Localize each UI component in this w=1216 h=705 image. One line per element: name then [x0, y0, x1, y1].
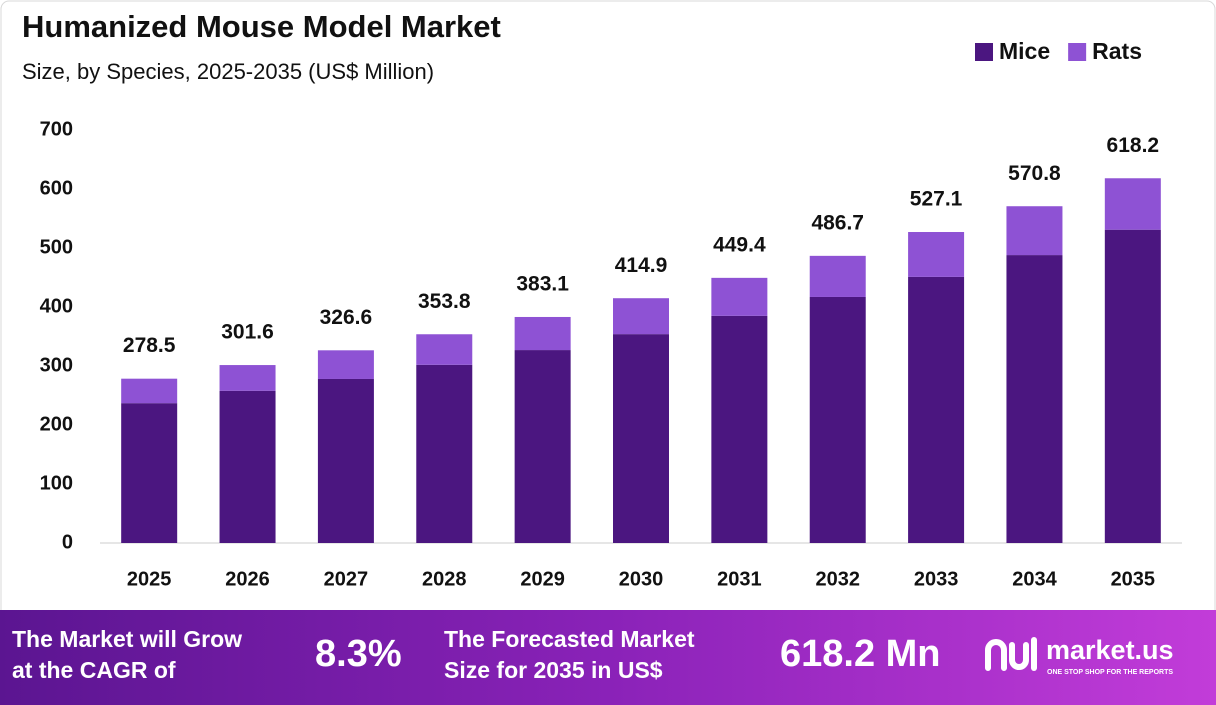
- total-label: 383.1: [516, 273, 569, 296]
- x-tick-label: 2028: [422, 568, 467, 590]
- footer-text: at the CAGR of: [12, 657, 176, 683]
- x-tick-label: 2032: [815, 568, 860, 590]
- bar-segment: [908, 276, 965, 543]
- bar-segment: [416, 364, 473, 543]
- y-tick-label: 0: [62, 531, 73, 553]
- x-tick-label: 2029: [520, 568, 565, 590]
- bar-segment: [514, 316, 571, 351]
- x-tick-label: 2035: [1111, 568, 1156, 590]
- bar-segment: [1104, 178, 1161, 230]
- total-label: 570.8: [1008, 162, 1061, 185]
- x-tick-label: 2026: [225, 568, 270, 590]
- footer-value: 618.2 Mn: [780, 633, 941, 675]
- total-label: 618.2: [1107, 134, 1160, 157]
- bar-segment: [1006, 255, 1063, 543]
- bar-segment: [317, 350, 374, 379]
- legend-swatch: [975, 43, 993, 61]
- bar-segment: [711, 315, 768, 543]
- y-tick-label: 700: [40, 118, 73, 140]
- bar-segment: [711, 277, 768, 316]
- y-tick-label: 300: [40, 354, 73, 376]
- brand-tagline: ONE STOP SHOP FOR THE REPORTS: [1047, 669, 1173, 676]
- total-label: 353.8: [418, 290, 471, 313]
- total-label: 449.4: [713, 233, 766, 256]
- x-tick-label: 2027: [324, 568, 369, 590]
- y-tick-label: 500: [40, 236, 73, 258]
- total-label: 278.5: [123, 334, 176, 357]
- bar-segment: [613, 334, 669, 543]
- bar-segment: [317, 378, 374, 543]
- total-label: 414.9: [615, 254, 668, 277]
- total-label: 326.6: [320, 306, 373, 329]
- y-tick-label: 400: [40, 295, 73, 317]
- legend-label: Mice: [999, 38, 1050, 64]
- total-label: 486.7: [811, 211, 864, 234]
- bar-segment: [121, 378, 178, 404]
- x-tick-label: 2034: [1012, 568, 1057, 590]
- footer-text: The Forecasted Market: [444, 626, 695, 652]
- legend-label: Rats: [1092, 38, 1142, 64]
- bar-segment: [219, 365, 276, 391]
- total-label: 527.1: [910, 188, 963, 211]
- footer-text: Size for 2035 in US$: [444, 657, 663, 683]
- bar-segment: [809, 296, 866, 543]
- bar-segment: [1006, 206, 1063, 256]
- bar-segment: [121, 403, 178, 543]
- y-tick-label: 200: [40, 413, 73, 435]
- footer: The Market will Grow at the CAGR of 8.3%…: [12, 626, 1174, 683]
- brand-logo: [985, 637, 1037, 671]
- bar-segment: [416, 334, 473, 365]
- chart-title: Humanized Mouse Model Market: [22, 9, 501, 44]
- x-tick-label: 2030: [619, 568, 664, 590]
- x-tick-label: 2025: [127, 568, 172, 590]
- bar-segment: [219, 390, 276, 543]
- bar-segment: [613, 298, 669, 335]
- x-tick-label: 2031: [717, 568, 762, 590]
- bar-segment: [514, 350, 571, 543]
- total-label: 301.6: [221, 321, 274, 344]
- footer-value: 8.3%: [315, 633, 402, 675]
- chart-subtitle: Size, by Species, 2025-2035 (US$ Million…: [22, 59, 434, 84]
- y-tick-label: 100: [40, 472, 73, 494]
- bar-segment: [908, 232, 965, 277]
- footer-text: The Market will Grow: [12, 626, 242, 652]
- bar-segment: [809, 255, 866, 297]
- legend-swatch: [1068, 43, 1087, 61]
- y-tick-label: 600: [40, 177, 73, 199]
- brand-name: market.us: [1046, 635, 1174, 665]
- bar-segment: [1104, 229, 1161, 543]
- x-tick-label: 2033: [914, 568, 959, 590]
